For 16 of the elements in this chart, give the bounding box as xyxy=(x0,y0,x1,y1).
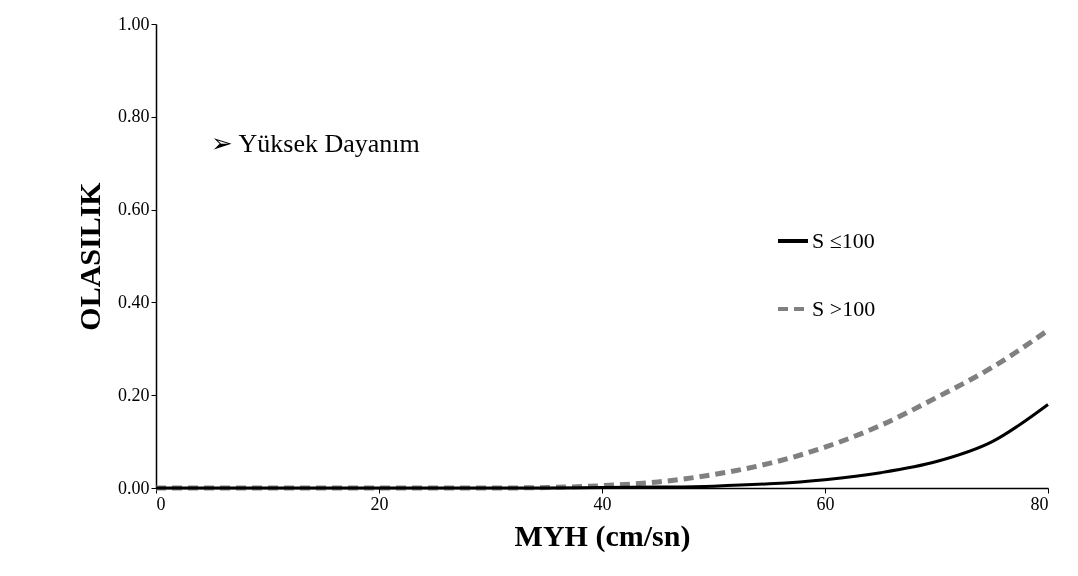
x-tick-label: 40 xyxy=(593,493,612,514)
y-tick-label: 0.60 xyxy=(118,199,150,220)
x-tick-label: 20 xyxy=(370,493,389,514)
x-tick-label: 0 xyxy=(156,493,166,514)
annotation: ➢ Yüksek Dayanım xyxy=(211,129,420,158)
y-tick-label: 0.20 xyxy=(118,384,150,405)
legend-label: S ≤100 xyxy=(812,228,875,253)
y-tick-label: 0.80 xyxy=(118,106,150,127)
y-tick-label: 0.00 xyxy=(118,477,150,498)
y-axis-title: OLASILIK xyxy=(73,181,106,331)
legend-label: S >100 xyxy=(812,296,876,321)
y-tick-label: 0.40 xyxy=(118,291,150,312)
x-axis-title: MYH (cm/sn) xyxy=(514,518,691,553)
y-tick-label: 1.00 xyxy=(118,13,150,34)
x-tick-label: 60 xyxy=(816,493,835,514)
x-tick-label: 80 xyxy=(1030,493,1049,514)
